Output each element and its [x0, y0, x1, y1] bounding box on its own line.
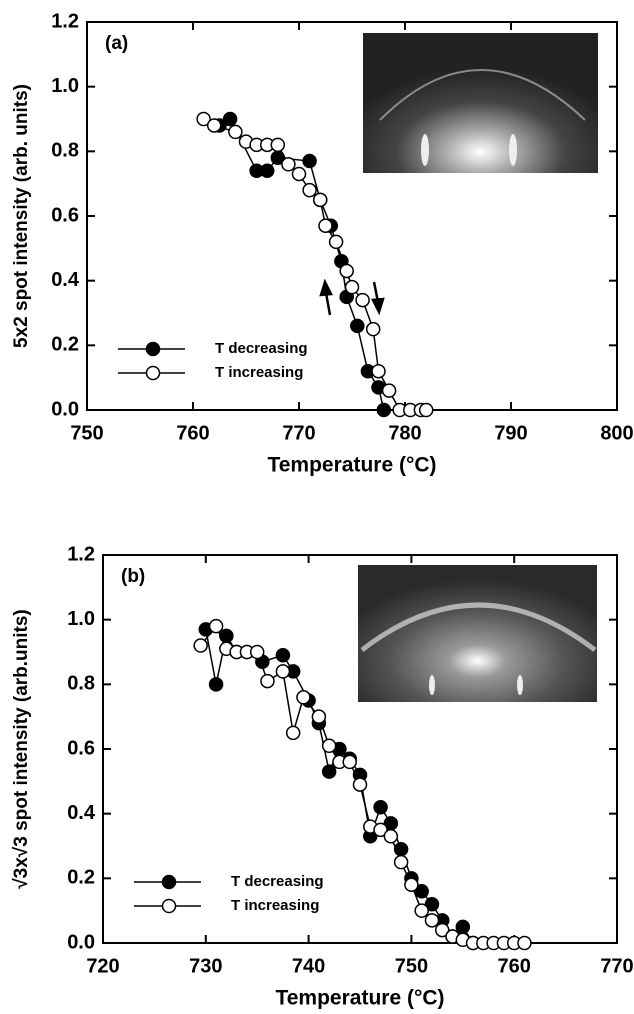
data-point [355, 292, 370, 308]
data-point [275, 664, 291, 679]
y-tick-label: 0.2 [67, 867, 95, 889]
data-point [517, 935, 532, 951]
data-point [222, 111, 238, 127]
data-point [328, 234, 344, 250]
data-point [393, 854, 409, 870]
y-tick-label: 0.4 [51, 269, 80, 291]
y-tick-label: 0.2 [51, 334, 79, 356]
data-point [228, 124, 243, 140]
y-tick-label: 0.8 [51, 140, 79, 162]
data-point [291, 166, 307, 182]
data-point [302, 182, 317, 198]
data-point [404, 877, 419, 893]
y-tick-label: 0.6 [67, 737, 95, 759]
x-tick-label: 750 [70, 422, 103, 444]
y-tick-label: 1.2 [67, 543, 95, 565]
x-tick-label: 760 [498, 955, 531, 977]
x-tick-label: 750 [395, 955, 428, 977]
x-axis-label: Temperature (°C) [275, 987, 444, 1009]
legend-marker [161, 898, 177, 914]
data-point [373, 822, 388, 838]
data-point [260, 673, 275, 689]
data-point [206, 118, 222, 133]
data-point [350, 318, 365, 334]
data-point [318, 218, 333, 233]
y-tick-label: 1.0 [67, 608, 95, 630]
y-tick-label: 0.0 [51, 398, 79, 420]
y-tick-label: 0.4 [67, 802, 96, 824]
data-point [193, 638, 208, 653]
data-point [342, 754, 357, 770]
data-point [424, 896, 440, 912]
y-tick-label: 1.2 [51, 10, 79, 32]
data-point [373, 799, 388, 815]
data-point [312, 192, 328, 208]
data-point [365, 321, 381, 337]
x-tick-label: 800 [600, 422, 633, 444]
inset-image [358, 565, 597, 702]
x-tick-label: 770 [600, 955, 633, 977]
x-tick-label: 780 [388, 422, 421, 444]
data-point [270, 137, 286, 153]
inset-image [363, 33, 598, 173]
data-point [344, 279, 360, 295]
y-axis-label: 5x2 spot intensity (arb. units) [11, 84, 32, 348]
data-point [414, 903, 429, 918]
y-tick-label: 0.6 [51, 204, 79, 226]
legend-label: T increasing [215, 364, 303, 381]
data-point [208, 677, 224, 692]
data-point [383, 829, 399, 844]
data-point [352, 777, 368, 792]
y-tick-label: 0.8 [67, 673, 95, 695]
arrow [319, 278, 385, 316]
legend-marker [145, 365, 161, 381]
x-axis-label: Temperature (°C) [267, 454, 436, 477]
x-tick-label: 760 [176, 422, 209, 444]
y-tick-label: 1.0 [51, 75, 79, 97]
data-point [381, 383, 397, 398]
data-point [249, 644, 265, 660]
data-point [296, 690, 311, 705]
x-tick-label: 730 [189, 955, 222, 977]
legend-marker [161, 874, 177, 890]
x-tick-label: 740 [292, 955, 325, 977]
data-point [414, 884, 429, 899]
legend-label: T decreasing [215, 340, 308, 357]
data-point [302, 153, 317, 169]
legend-marker [145, 341, 161, 357]
data-point [321, 738, 337, 754]
panel-label: (a) [105, 33, 128, 54]
data-point [371, 363, 386, 379]
data-point [376, 402, 392, 418]
data-point [275, 647, 291, 663]
data-point [208, 618, 224, 634]
legend-label: T increasing [231, 897, 319, 914]
data-point [285, 725, 301, 741]
data-point [281, 157, 296, 172]
legend-label: T decreasing [231, 873, 324, 890]
data-point [455, 919, 471, 935]
data-point [418, 402, 434, 418]
data-point [311, 709, 327, 724]
x-tick-label: 720 [86, 955, 119, 977]
panel-label: (b) [121, 566, 145, 587]
data-point [339, 263, 354, 279]
data-point [434, 922, 450, 938]
y-tick-label: 0.0 [67, 931, 95, 953]
x-tick-label: 790 [494, 422, 527, 444]
data-point [424, 913, 440, 928]
x-tick-label: 770 [282, 422, 315, 444]
data-point [259, 163, 275, 178]
data-point [196, 111, 211, 127]
data-point [321, 764, 337, 779]
y-axis-label: √3x√3 spot intensity (arb.units) [11, 609, 32, 889]
